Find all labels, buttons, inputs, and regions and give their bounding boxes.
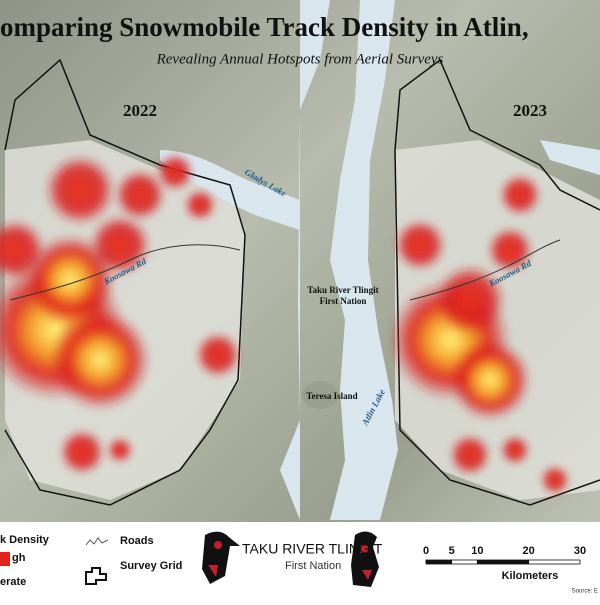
scale-segment bbox=[528, 559, 581, 565]
legend-title: k Density bbox=[0, 534, 50, 546]
scale-tick-label: 0 bbox=[423, 545, 429, 557]
panel-year: 2023 bbox=[513, 101, 547, 120]
scale-segment bbox=[425, 559, 453, 565]
source: Source: E bbox=[572, 589, 598, 595]
heatmap-2022 bbox=[0, 154, 240, 474]
subtitle: Revealing Annual Hotspots from Aerial Su… bbox=[156, 51, 444, 67]
place-label: Teresa Island bbox=[306, 391, 357, 401]
island bbox=[302, 381, 338, 409]
gladys-lake bbox=[160, 150, 300, 230]
title: omparing Snowmobile Track Density in Atl… bbox=[0, 12, 529, 42]
logo-subtext: First Nation bbox=[285, 560, 341, 572]
logo-text: TAKU RIVER TLINGIT bbox=[242, 541, 383, 557]
grid-symbol bbox=[85, 567, 107, 585]
scale-segment bbox=[451, 559, 478, 565]
legend-item: gh bbox=[12, 552, 26, 564]
place-label: First Nation bbox=[320, 296, 367, 306]
scale-unit: Kilometers bbox=[502, 570, 559, 582]
lake bbox=[280, 0, 330, 520]
atlin-lake bbox=[330, 0, 398, 520]
scale-bar: 0 5 10 20 30 bbox=[423, 545, 586, 565]
road bbox=[9, 244, 241, 301]
logo-bear bbox=[351, 531, 379, 587]
roads-symbol bbox=[85, 537, 109, 546]
scale-segment bbox=[476, 559, 530, 565]
legend-swatch bbox=[0, 552, 10, 566]
heatmap-2023 bbox=[390, 175, 569, 494]
legend-item: Roads bbox=[120, 535, 154, 547]
legend-item: Survey Grid bbox=[120, 560, 182, 572]
legend-item: erate bbox=[0, 576, 26, 588]
scale-tick-label: 20 bbox=[523, 545, 535, 557]
scale-tick-label: 10 bbox=[471, 545, 483, 557]
scale-tick-label: 5 bbox=[449, 545, 455, 557]
logo-raven bbox=[202, 531, 240, 584]
survey-grid bbox=[4, 58, 246, 506]
road bbox=[409, 239, 561, 301]
lake bbox=[540, 140, 600, 175]
panel-year: 2022 bbox=[123, 101, 157, 120]
scale-tick-label: 30 bbox=[574, 545, 586, 557]
place-label: Taku River Tlingit bbox=[307, 285, 378, 295]
